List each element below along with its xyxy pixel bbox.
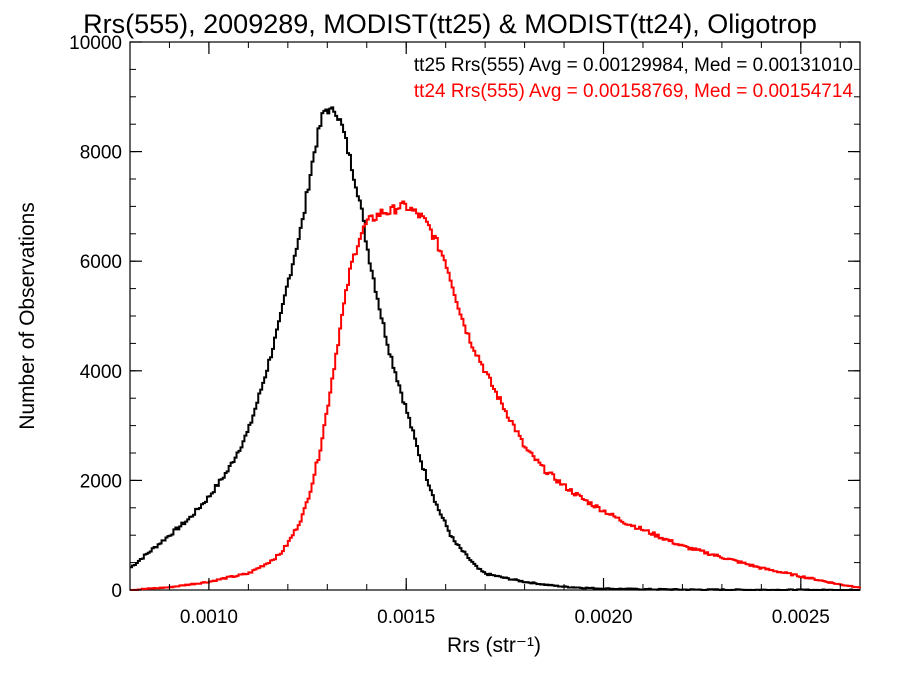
y-tick-label: 0: [111, 581, 122, 602]
series-layer: [130, 106, 861, 591]
x-tick-label: 0.0025: [772, 607, 830, 628]
x-axis: 0.0010 0.0015 0.0020 0.0025: [129, 42, 841, 628]
y-tick-label: 6000: [80, 252, 122, 273]
y-axis: 0 2000 4000 6000 8000 10000: [69, 33, 860, 602]
x-axis-label: Rrs (str⁻¹): [447, 634, 541, 657]
y-tick-label: 10000: [69, 33, 122, 54]
legend-entry-tt24: tt24 Rrs(555) Avg = 0.00158769, Med = 0.…: [414, 81, 854, 102]
series-tt24-line: [130, 200, 861, 591]
plot-frame: [129, 41, 861, 591]
x-tick-label: 0.0015: [377, 607, 435, 628]
x-tick-label: 0.0020: [574, 607, 632, 628]
x-tick-label: 0.0010: [180, 607, 238, 628]
y-axis-label: Number of Observations: [16, 202, 39, 430]
y-tick-label: 8000: [80, 143, 122, 164]
y-tick-label: 4000: [80, 362, 122, 383]
series-tt25-line: [130, 106, 860, 591]
legend-entry-tt25: tt25 Rrs(555) Avg = 0.00129984, Med = 0.…: [414, 55, 853, 76]
y-tick-label: 2000: [80, 471, 122, 492]
chart-title: Rrs(555), 2009289, MODIST(tt25) & MODIST…: [83, 9, 817, 39]
